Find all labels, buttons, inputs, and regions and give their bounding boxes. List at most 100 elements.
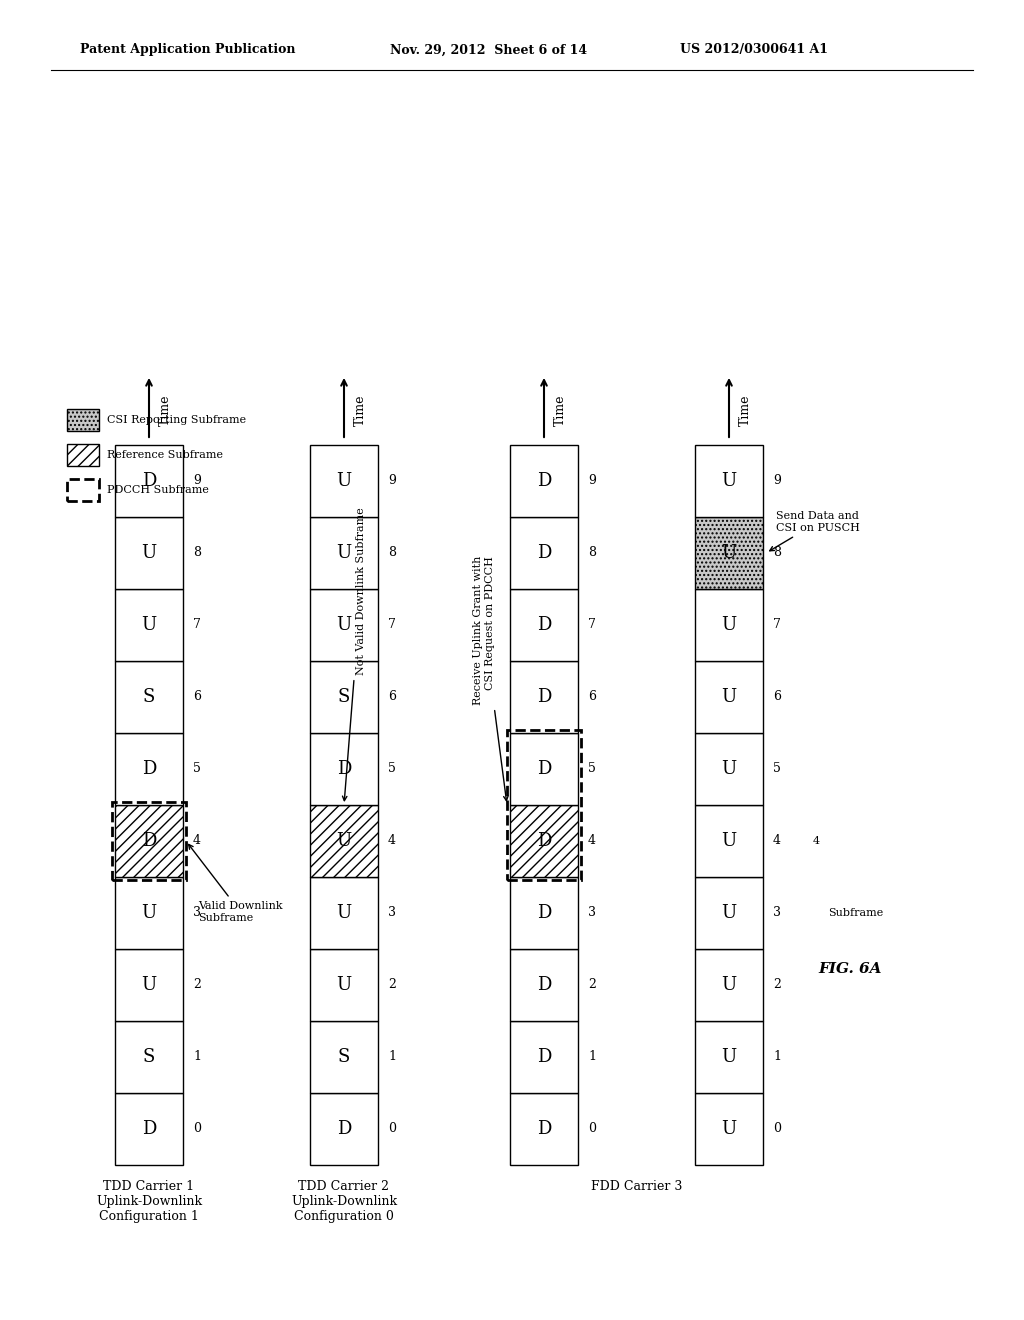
Text: Not Valid Downlink Subframe: Not Valid Downlink Subframe <box>342 507 366 801</box>
Text: U: U <box>721 544 736 562</box>
Text: D: D <box>537 544 551 562</box>
Text: 2: 2 <box>193 978 201 991</box>
Bar <box>310 589 378 661</box>
Text: D: D <box>337 1119 351 1138</box>
Text: 1: 1 <box>773 1051 781 1064</box>
Text: D: D <box>537 616 551 634</box>
Bar <box>67 409 99 432</box>
Text: 3: 3 <box>773 907 781 920</box>
Bar <box>310 445 378 517</box>
Text: D: D <box>141 473 157 490</box>
Text: 8: 8 <box>388 546 396 560</box>
Text: U: U <box>141 975 157 994</box>
Text: U: U <box>141 544 157 562</box>
Text: 7: 7 <box>388 619 396 631</box>
Bar <box>510 733 578 805</box>
Text: D: D <box>141 760 157 777</box>
Text: U: U <box>336 832 351 850</box>
Bar <box>510 517 578 589</box>
Text: Time: Time <box>739 395 752 426</box>
Bar <box>695 733 763 805</box>
Bar <box>695 805 763 876</box>
Text: D: D <box>537 760 551 777</box>
Text: FDD Carrier 3: FDD Carrier 3 <box>591 1180 682 1193</box>
Text: 4: 4 <box>773 834 781 847</box>
Text: U: U <box>336 616 351 634</box>
Bar <box>310 1020 378 1093</box>
Text: U: U <box>721 616 736 634</box>
Bar <box>115 1020 183 1093</box>
Text: 3: 3 <box>193 907 201 920</box>
Text: Nov. 29, 2012  Sheet 6 of 14: Nov. 29, 2012 Sheet 6 of 14 <box>390 44 587 57</box>
Text: 1: 1 <box>588 1051 596 1064</box>
Text: D: D <box>537 832 551 850</box>
Text: Valid Downlink
Subframe: Valid Downlink Subframe <box>188 845 283 923</box>
Bar <box>310 805 378 876</box>
Text: 4: 4 <box>388 834 396 847</box>
Text: Receive Uplink Grant with
CSI Request on PDCCH: Receive Uplink Grant with CSI Request on… <box>473 556 508 801</box>
Text: U: U <box>336 975 351 994</box>
Text: U: U <box>336 473 351 490</box>
Bar <box>510 876 578 949</box>
Bar <box>695 589 763 661</box>
Text: U: U <box>141 616 157 634</box>
Text: 1: 1 <box>193 1051 201 1064</box>
Text: U: U <box>721 473 736 490</box>
Bar <box>695 949 763 1020</box>
Text: U: U <box>721 832 736 850</box>
Bar <box>115 661 183 733</box>
Text: 5: 5 <box>588 763 596 776</box>
Text: US 2012/0300641 A1: US 2012/0300641 A1 <box>680 44 828 57</box>
Text: 0: 0 <box>193 1122 201 1135</box>
Text: TDD Carrier 1
Uplink-Downlink
Configuration 1: TDD Carrier 1 Uplink-Downlink Configurat… <box>96 1180 202 1224</box>
Bar <box>67 479 99 502</box>
Bar <box>695 1020 763 1093</box>
Text: 9: 9 <box>193 474 201 487</box>
Bar <box>67 444 99 466</box>
Bar <box>310 517 378 589</box>
Bar <box>112 803 186 880</box>
Text: 6: 6 <box>388 690 396 704</box>
Text: Patent Application Publication: Patent Application Publication <box>80 44 296 57</box>
Bar <box>310 661 378 733</box>
Bar <box>115 733 183 805</box>
Bar <box>510 445 578 517</box>
Bar <box>507 730 581 880</box>
Text: CSI Reporting Subframe: CSI Reporting Subframe <box>106 414 246 425</box>
Bar <box>310 876 378 949</box>
Text: U: U <box>721 975 736 994</box>
Text: D: D <box>537 1048 551 1067</box>
Text: D: D <box>141 1119 157 1138</box>
Text: 0: 0 <box>588 1122 596 1135</box>
Bar <box>510 1020 578 1093</box>
Text: 6: 6 <box>588 690 596 704</box>
Text: D: D <box>537 1119 551 1138</box>
Text: D: D <box>537 975 551 994</box>
Text: Time: Time <box>554 395 567 426</box>
Text: S: S <box>142 1048 156 1067</box>
Bar <box>115 805 183 876</box>
Text: 7: 7 <box>588 619 596 631</box>
Text: FIG. 6A: FIG. 6A <box>818 962 882 975</box>
Bar <box>115 517 183 589</box>
Text: 4: 4 <box>193 834 201 847</box>
Text: 6: 6 <box>773 690 781 704</box>
Text: D: D <box>337 760 351 777</box>
Text: 5: 5 <box>193 763 201 776</box>
Text: 2: 2 <box>588 978 596 991</box>
Text: 2: 2 <box>773 978 781 991</box>
Text: D: D <box>537 473 551 490</box>
Text: D: D <box>537 688 551 706</box>
Bar <box>310 733 378 805</box>
Text: U: U <box>336 544 351 562</box>
Bar <box>695 517 763 589</box>
Bar <box>510 589 578 661</box>
Text: U: U <box>141 904 157 921</box>
Bar <box>510 949 578 1020</box>
Bar <box>115 445 183 517</box>
Text: 0: 0 <box>388 1122 396 1135</box>
Text: 8: 8 <box>588 546 596 560</box>
Bar <box>510 805 578 876</box>
Text: 9: 9 <box>388 474 396 487</box>
Text: PDCCH Subframe: PDCCH Subframe <box>106 484 209 495</box>
